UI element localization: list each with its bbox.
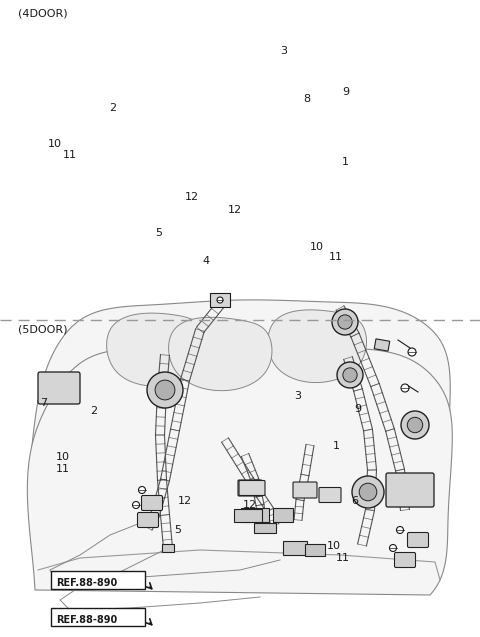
Text: 3: 3 xyxy=(294,391,301,401)
Circle shape xyxy=(338,315,352,329)
Text: 12: 12 xyxy=(178,496,192,506)
FancyBboxPatch shape xyxy=(395,552,416,568)
Text: 9: 9 xyxy=(342,87,349,97)
Circle shape xyxy=(401,411,429,439)
Bar xyxy=(254,523,276,533)
Text: 11: 11 xyxy=(336,553,350,563)
Text: 10: 10 xyxy=(326,541,341,551)
Text: 11: 11 xyxy=(62,150,77,160)
Text: 10: 10 xyxy=(48,139,62,149)
Circle shape xyxy=(147,372,183,408)
Circle shape xyxy=(352,476,384,508)
Circle shape xyxy=(217,297,223,303)
Text: 5: 5 xyxy=(174,525,181,535)
Circle shape xyxy=(359,483,377,501)
Text: 7: 7 xyxy=(40,397,47,408)
FancyBboxPatch shape xyxy=(293,482,317,498)
Text: 11: 11 xyxy=(329,252,343,262)
Text: 2: 2 xyxy=(90,406,97,416)
Circle shape xyxy=(155,380,175,400)
Polygon shape xyxy=(107,313,207,386)
Circle shape xyxy=(332,309,358,335)
Text: 10: 10 xyxy=(310,242,324,252)
Circle shape xyxy=(132,501,140,508)
Polygon shape xyxy=(268,310,367,383)
Text: (4DOOR): (4DOOR) xyxy=(18,8,68,18)
Circle shape xyxy=(408,348,416,356)
FancyBboxPatch shape xyxy=(51,608,145,626)
Text: 8: 8 xyxy=(304,94,311,104)
Text: 2: 2 xyxy=(109,103,116,113)
FancyBboxPatch shape xyxy=(38,372,80,404)
Text: 1: 1 xyxy=(342,157,349,168)
Text: 12: 12 xyxy=(242,499,257,510)
Bar xyxy=(305,544,325,556)
Text: 11: 11 xyxy=(55,464,70,474)
Text: 4: 4 xyxy=(203,256,210,266)
Circle shape xyxy=(396,527,404,534)
Text: REF.88-890: REF.88-890 xyxy=(56,578,117,588)
FancyBboxPatch shape xyxy=(51,571,145,589)
FancyBboxPatch shape xyxy=(142,496,163,510)
FancyBboxPatch shape xyxy=(238,480,262,496)
Bar xyxy=(283,541,307,555)
Polygon shape xyxy=(30,300,450,580)
Bar xyxy=(374,339,390,351)
Circle shape xyxy=(408,417,423,433)
FancyBboxPatch shape xyxy=(319,487,341,503)
Bar xyxy=(273,508,293,522)
Circle shape xyxy=(337,362,363,388)
Bar xyxy=(210,293,230,307)
Text: 9: 9 xyxy=(354,404,361,414)
Circle shape xyxy=(401,384,409,392)
Text: 1: 1 xyxy=(333,441,339,451)
Polygon shape xyxy=(27,345,452,595)
Bar xyxy=(234,508,262,522)
Circle shape xyxy=(139,487,145,494)
Text: 12: 12 xyxy=(228,205,242,215)
Polygon shape xyxy=(168,317,272,390)
FancyBboxPatch shape xyxy=(239,480,265,496)
FancyBboxPatch shape xyxy=(386,473,434,507)
Text: 3: 3 xyxy=(280,46,287,56)
Circle shape xyxy=(389,545,396,552)
Bar xyxy=(241,508,269,522)
Text: 5: 5 xyxy=(155,227,162,238)
Text: 10: 10 xyxy=(55,452,70,462)
Circle shape xyxy=(343,368,357,382)
FancyBboxPatch shape xyxy=(137,513,158,527)
Bar xyxy=(162,544,174,552)
Text: REF.88-890: REF.88-890 xyxy=(56,615,117,625)
FancyBboxPatch shape xyxy=(408,533,429,547)
Text: 6: 6 xyxy=(352,496,359,506)
Text: (5DOOR): (5DOOR) xyxy=(18,324,68,334)
Text: 12: 12 xyxy=(185,192,199,203)
